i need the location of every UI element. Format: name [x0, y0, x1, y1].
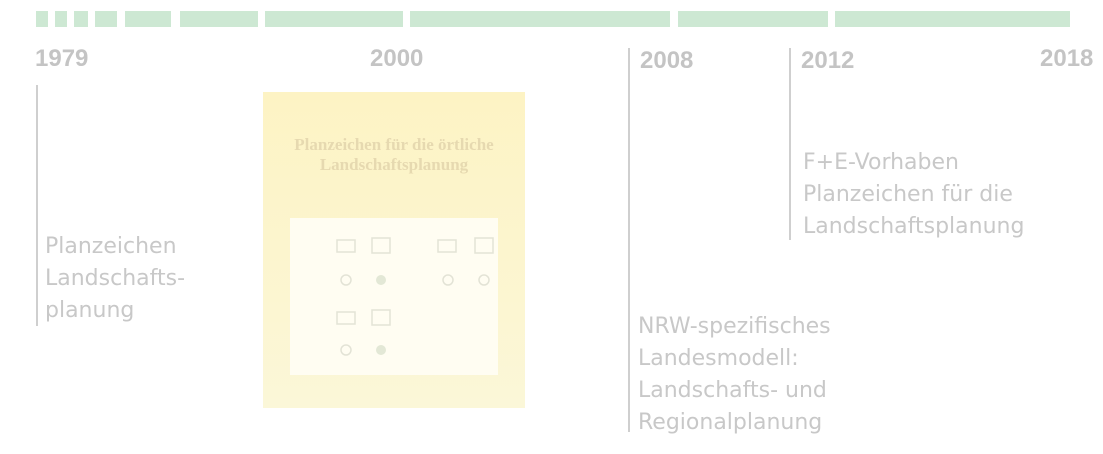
event-text: Landschaftsplanung [803, 214, 1024, 239]
cover-title: Planzeichen für die örtliche [294, 135, 494, 154]
event-text: Planzeichen für die [803, 182, 1013, 207]
cover-title: Landschaftsplanung [320, 155, 469, 174]
event-text: planung [45, 298, 134, 323]
event-text: Planzeichen [45, 234, 177, 259]
event-text: NRW-spezifisches [638, 314, 831, 339]
event-text: F+E-Vorhaben [803, 150, 959, 175]
year: 2012 [801, 47, 854, 74]
event-text: Landschafts- und [638, 378, 827, 403]
year: 1979 [35, 45, 88, 72]
events: Planzeichen Landschafts-planung NRW-spezif… [45, 150, 1024, 435]
event-text: Landesmodell: [638, 346, 799, 371]
year: 2018 [1040, 45, 1093, 72]
event-text: Landschafts- [45, 266, 185, 291]
timeline: 1979 2000 2008 2012 2018 Planzeichen für… [0, 0, 1103, 454]
year: 2008 [640, 47, 693, 74]
year: 2000 [370, 45, 423, 72]
timeline-bar [36, 11, 1070, 27]
event-text: Regionalplanung [638, 410, 822, 435]
cover-image: Planzeichen für die örtliche Landschafts… [263, 92, 525, 408]
